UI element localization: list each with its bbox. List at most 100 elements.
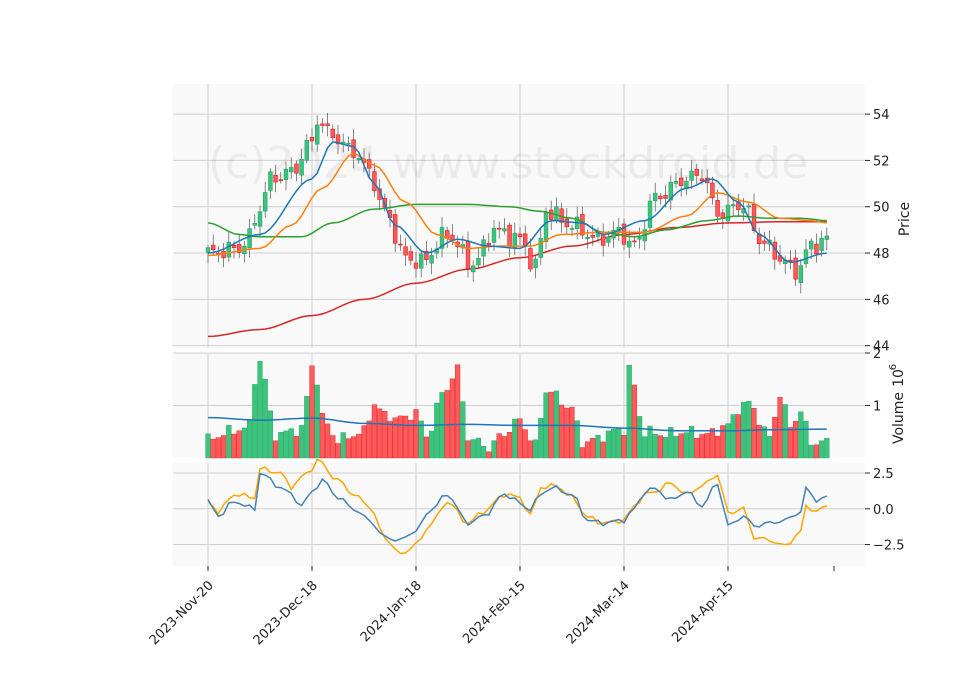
ma-fast-line [207, 141, 827, 264]
candle-body-55 [491, 227, 497, 243]
candle-body-50 [465, 240, 471, 269]
volume-bar-20 [309, 365, 315, 459]
volume-bar-88 [663, 437, 669, 459]
volume-bar-98 [715, 436, 721, 459]
candle-body-66 [548, 209, 554, 220]
ma-slow-line [207, 203, 827, 238]
candle-body-41 [418, 253, 424, 269]
volume-bar-60 [517, 418, 523, 459]
candle-body-36 [392, 214, 398, 244]
volume-bar-63 [533, 439, 539, 459]
volume-bar-59 [512, 418, 518, 459]
volume-bar-96 [704, 433, 710, 459]
volume-bar-73 [585, 441, 591, 459]
volume-bar-101 [730, 414, 736, 459]
price-tick-label-2: 48 [873, 247, 890, 262]
volume-bar-117 [813, 444, 820, 459]
indicator-tick-label-2: −2.5 [873, 539, 905, 554]
volume-bar-52 [475, 437, 482, 459]
price-axis-title: Price [897, 202, 913, 236]
candle-body-20 [309, 137, 315, 142]
grid [173, 84, 865, 566]
volume-bar-15 [283, 430, 289, 459]
axes: 44 46 48 50 52 54 1 2 2.5 0.0 −2.5 [207, 108, 905, 571]
candle-body-117 [814, 243, 819, 255]
candle-body-13 [273, 174, 278, 183]
volume-bar-55 [491, 440, 497, 459]
volume-bar-91 [678, 433, 684, 459]
volume-bar-100 [725, 423, 731, 459]
volume-bar-105 [751, 408, 757, 459]
ma-mid-line [207, 152, 827, 257]
candle-body-114 [798, 265, 804, 283]
volume-bar-26 [340, 432, 346, 459]
volume-bar-92 [683, 432, 690, 459]
volume-bar-12 [267, 410, 274, 459]
volume-bar-97 [709, 428, 716, 459]
indicator-panel [173, 463, 865, 566]
volume-bar-10 [257, 361, 263, 459]
volume-bar-115 [803, 420, 809, 459]
candle-body-85 [647, 200, 653, 228]
candle-body-72 [580, 214, 585, 236]
volume-bar-3 [220, 435, 227, 459]
candle-body-14 [278, 179, 283, 181]
volume-bar-84 [642, 436, 648, 459]
volume-bar-30 [361, 425, 367, 459]
candle-body-65 [543, 212, 549, 242]
candle-body-5 [231, 244, 237, 248]
candle-body-119 [824, 235, 830, 240]
volume-bar-107 [761, 426, 768, 459]
volume-bar-6 [236, 430, 242, 459]
volume-tick-label-1: 2 [873, 347, 881, 362]
volume-bar-50 [465, 440, 471, 459]
volume-exponent-power: 6 [888, 364, 899, 370]
candle-body-118 [819, 237, 824, 251]
volume-bar-118 [819, 440, 825, 459]
indicator-lines [207, 458, 828, 555]
volume-bar-36 [392, 417, 398, 459]
volume-bar-110 [777, 397, 783, 459]
volume-bar-14 [278, 432, 284, 459]
volume-bar-19 [304, 396, 310, 459]
volume-bar-34 [382, 411, 388, 459]
candle-body-100 [725, 204, 731, 222]
volume-bar-79 [616, 428, 622, 459]
candle-body-45 [439, 227, 445, 249]
candle-body-1 [211, 244, 216, 251]
volume-bar-111 [782, 404, 788, 459]
candle-body-76 [600, 234, 606, 246]
candle-body-104 [746, 205, 752, 208]
volume-bar-76 [600, 441, 606, 459]
candle-body-87 [658, 195, 663, 200]
volume-axis-title: Volume [891, 392, 907, 444]
volume-bar-33 [377, 408, 383, 459]
candle-body-15 [283, 169, 289, 181]
volume-bar-22 [319, 413, 326, 459]
candle-body-6 [237, 244, 242, 253]
volume-bar-43 [429, 430, 435, 459]
volume-bar-38 [403, 415, 409, 459]
volume-bar-62 [527, 440, 534, 459]
volume-bar-77 [605, 430, 612, 459]
price-panel [173, 84, 865, 348]
volume-bar-2 [215, 437, 222, 459]
candle-body-77 [606, 236, 611, 243]
volume-bar-57 [501, 436, 508, 459]
volume-bar-29 [356, 433, 362, 459]
candle-body-16 [288, 167, 294, 173]
candle-body-4 [226, 241, 231, 258]
candle-body-116 [808, 240, 814, 250]
price-tick-label-0: 44 [873, 340, 890, 355]
volume-bar-61 [522, 429, 528, 459]
candle-body-9 [252, 223, 257, 226]
volume-bar-102 [735, 414, 742, 459]
volume-bar-93 [689, 425, 695, 459]
candle-body-82 [632, 240, 637, 243]
volume-bar-31 [366, 420, 372, 459]
x-tick-label-4: 2024-Mar-14 [564, 578, 633, 647]
moving-averages [207, 141, 827, 264]
candle-body-38 [403, 246, 408, 256]
candle-body-113 [793, 257, 798, 280]
candle-body-0 [205, 247, 211, 253]
